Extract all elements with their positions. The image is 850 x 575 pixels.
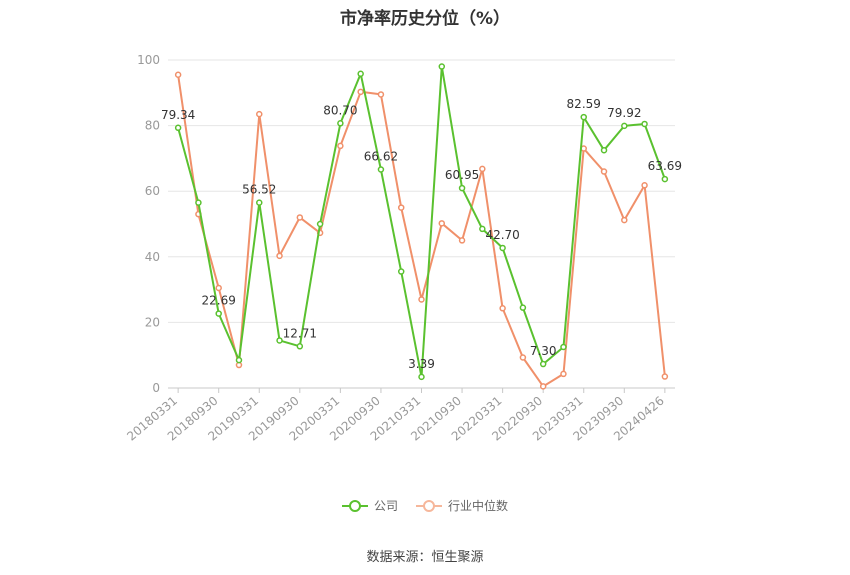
data-source: 数据来源：恒生聚源 [366,550,484,565]
data-point-industry-median[interactable] [479,165,486,173]
data-point-company[interactable] [418,373,425,381]
data-point-industry-median[interactable] [600,168,608,175]
data-point-company[interactable] [580,113,587,121]
legend-item-industry-median[interactable]: 行业中位数 [416,497,508,514]
data-point-company[interactable] [357,70,364,78]
y-tick-label: 40 [145,250,160,264]
data-point-company[interactable] [215,310,222,317]
data-point-company[interactable] [377,166,385,173]
data-point-company[interactable] [174,124,182,132]
data-point-industry-median[interactable] [560,370,567,378]
data-point-company[interactable] [235,356,243,364]
data-point-company[interactable] [397,268,405,275]
data-point-industry-median[interactable] [519,354,527,361]
data-point-company[interactable] [519,304,527,311]
legend-label-industry-median: 行业中位数 [448,499,509,513]
series-line-industry-median [177,74,666,388]
data-label: 3.39 [408,357,435,371]
data-point-company[interactable] [641,120,648,128]
data-point-industry-median[interactable] [499,305,506,312]
data-point-industry-median[interactable] [539,383,547,390]
data-point-industry-median[interactable] [215,284,222,292]
data-label: 66.62 [364,149,398,163]
y-tick-label: 100 [137,53,160,67]
y-tick-label: 80 [145,119,160,133]
data-label: 12.71 [283,326,317,340]
series [174,63,669,390]
data-point-company[interactable] [539,360,547,368]
data-point-industry-median[interactable] [377,91,385,98]
chart-title: 市净率历史分位（%） [339,9,511,29]
data-point-industry-median[interactable] [256,110,263,118]
legend-item-company[interactable]: 公司 [341,497,398,514]
y-tick-label: 60 [145,184,160,198]
data-label: 60.95 [445,168,479,182]
data-point-company[interactable] [661,175,669,183]
data-label: 80.70 [323,103,357,117]
data-point-company[interactable] [256,199,263,206]
data-point-industry-median[interactable] [276,252,283,260]
data-point-company[interactable] [276,337,283,344]
data-point-company[interactable] [458,184,466,192]
y-tick-label: 20 [145,315,160,329]
data-point-industry-median[interactable] [661,373,669,380]
data-point-company[interactable] [560,343,567,351]
data-point-industry-median[interactable] [418,296,425,303]
data-label: 22.69 [202,294,236,308]
data-label: 56.52 [242,183,276,197]
data-point-company[interactable] [296,343,304,350]
data-point-industry-median[interactable] [357,88,364,96]
data-point-industry-median[interactable] [641,182,648,189]
data-point-company[interactable] [479,225,486,233]
legend-label-company: 公司 [373,499,398,513]
data-label: 7.30 [530,344,557,358]
data-point-company[interactable] [316,220,324,228]
data-point-company[interactable] [195,199,202,206]
data-point-industry-median[interactable] [438,220,446,227]
data-labels: 79.34 22.69 56.52 12.71 80.70 66.62 3.39 60.95 4… [161,97,682,371]
data-point-industry-median[interactable] [296,214,304,221]
legend-swatch-company [341,499,368,513]
data-label: 79.92 [607,106,641,120]
data-point-industry-median[interactable] [458,237,466,244]
data-point-company[interactable] [337,120,344,127]
data-label: 63.69 [648,159,682,173]
data-point-company[interactable] [621,122,628,130]
data-point-industry-median[interactable] [397,204,405,211]
grid [168,59,675,323]
legend-swatch-industry-median [416,499,442,513]
data-point-company[interactable] [438,63,446,70]
data-point-industry-median[interactable] [174,71,182,79]
data-point-company[interactable] [600,146,608,154]
data-point-company[interactable] [499,244,506,252]
data-label: 79.34 [161,108,195,122]
data-label: 42.70 [485,228,519,242]
legend: 公司 行业中位数 [0,497,850,514]
data-point-industry-median[interactable] [337,142,344,150]
y-tick-label: 0 [152,381,160,395]
data-point-industry-median[interactable] [621,216,628,224]
data-label: 82.59 [567,97,601,111]
